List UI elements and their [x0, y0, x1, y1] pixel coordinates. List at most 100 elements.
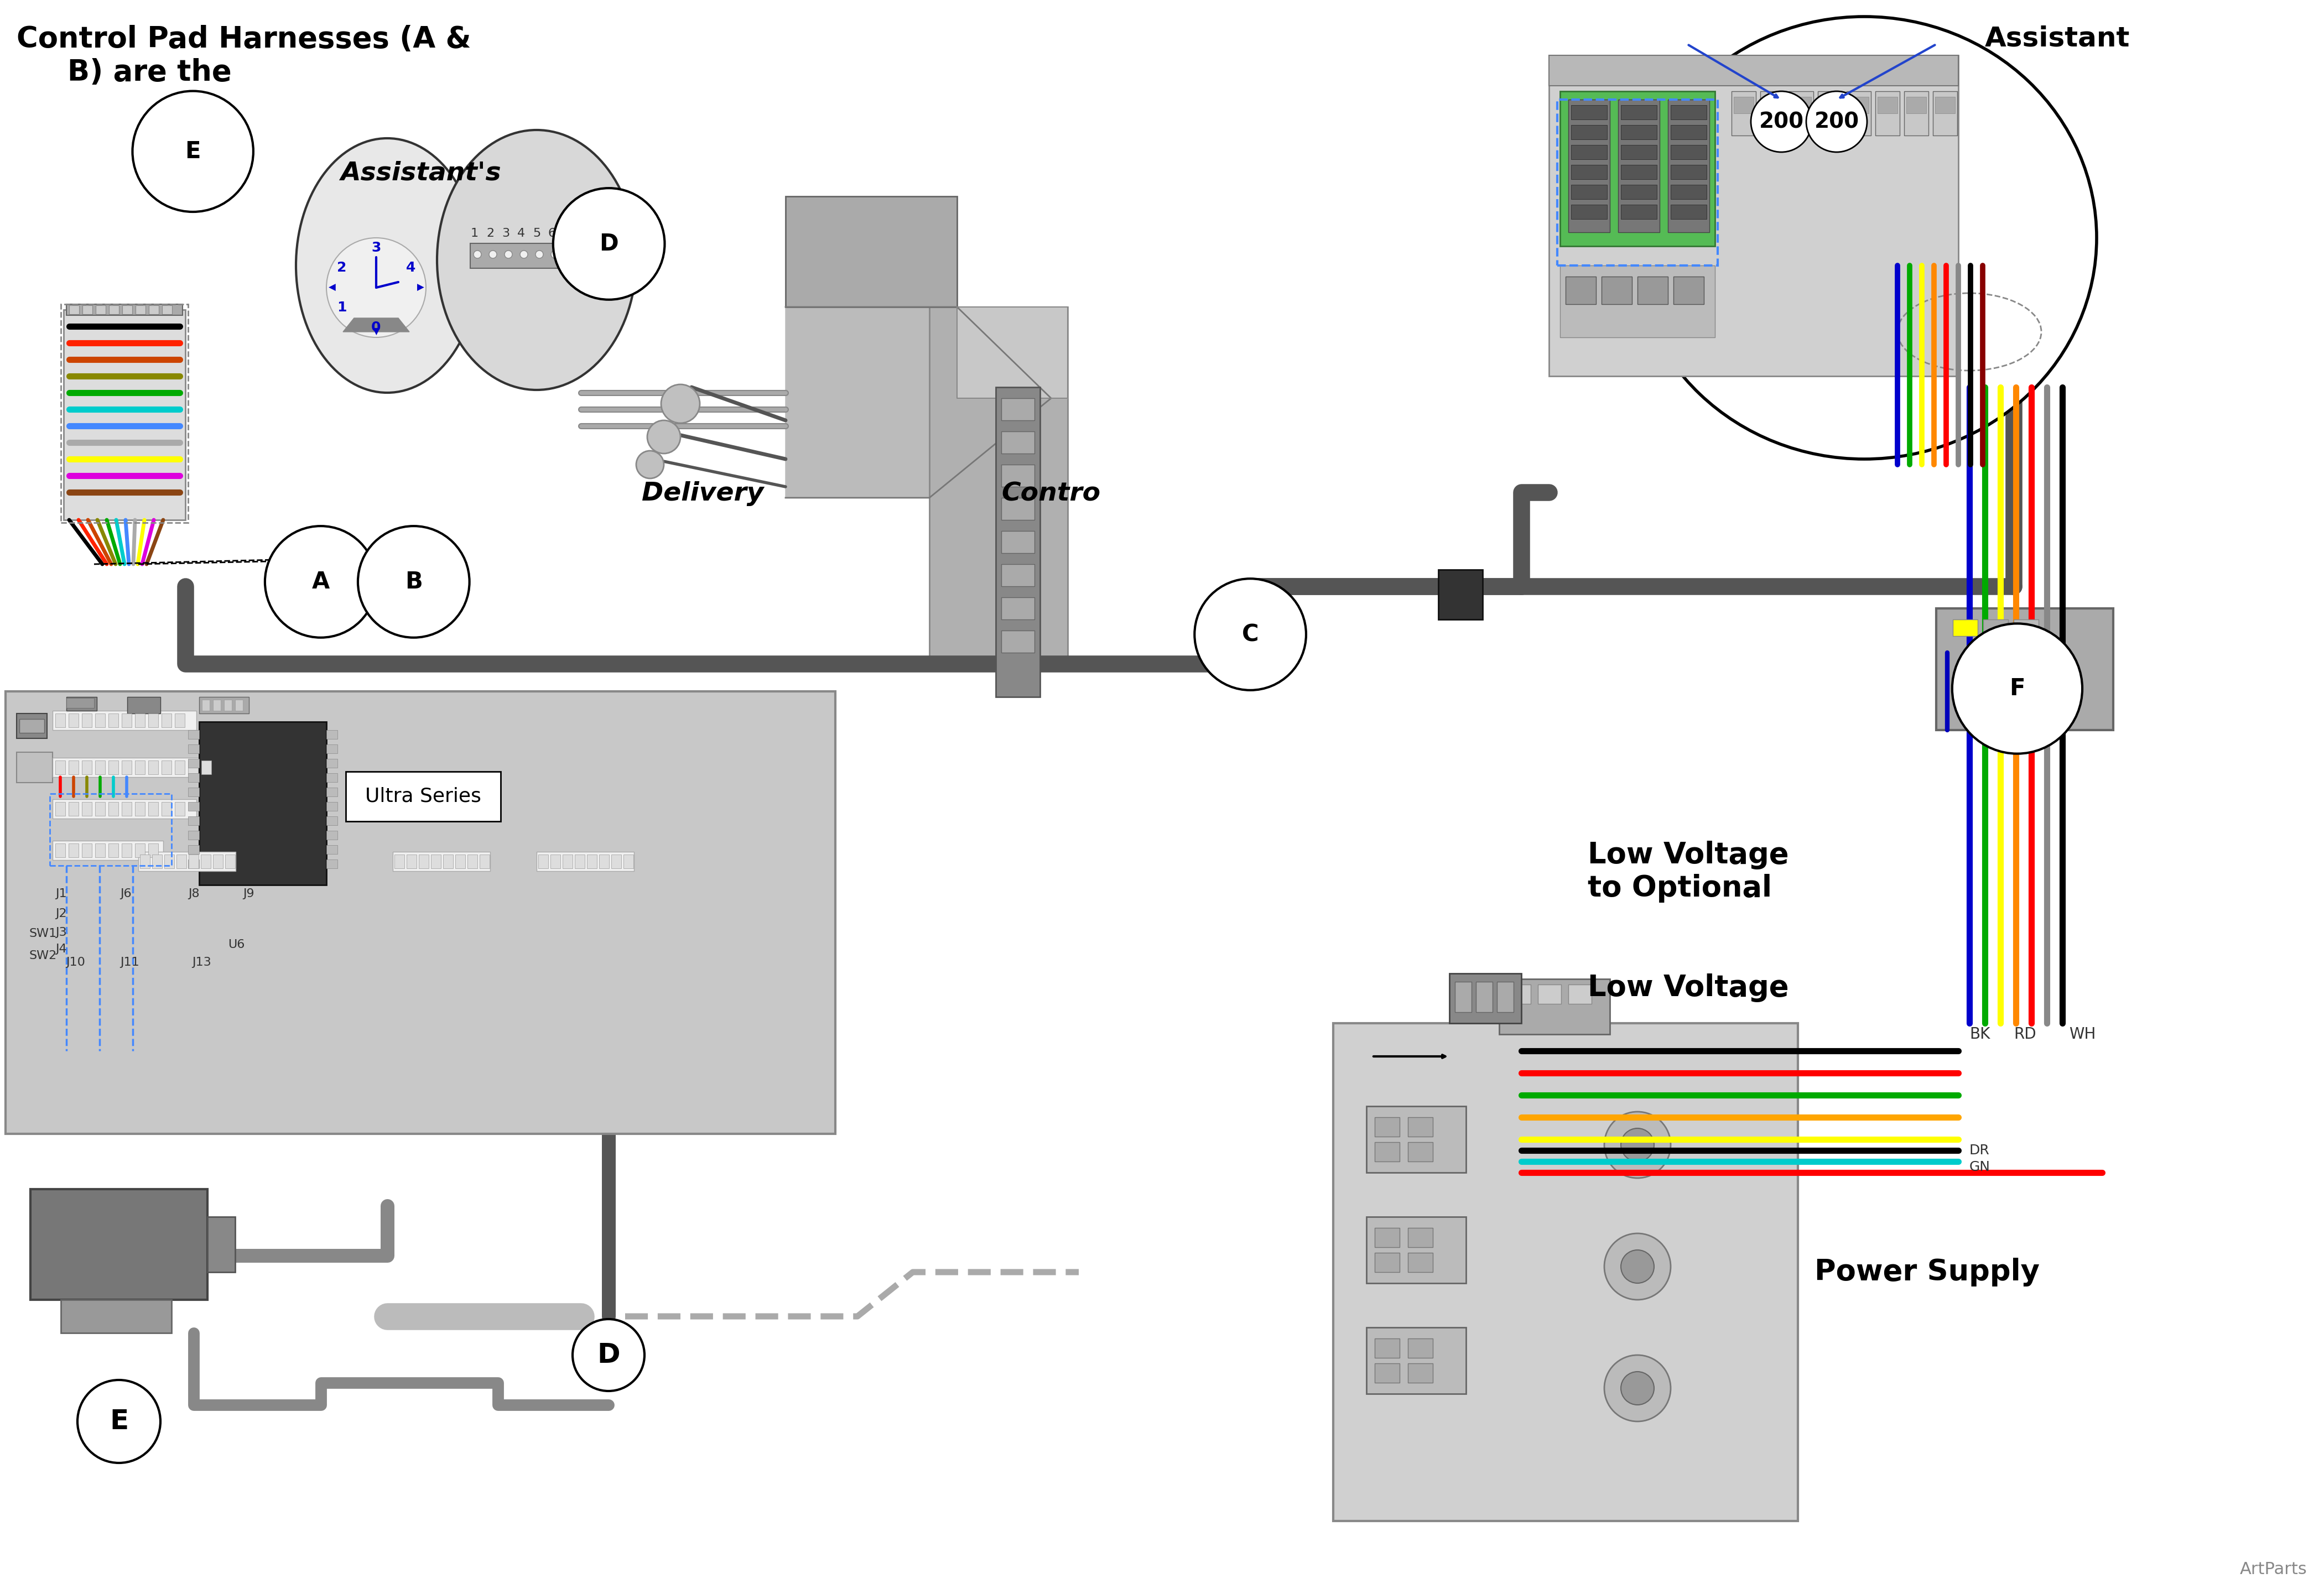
Bar: [430, 854, 442, 869]
Bar: [174, 714, 186, 727]
Bar: [1571, 105, 1608, 120]
Bar: [202, 700, 209, 711]
Bar: [53, 757, 223, 778]
Text: 4: 4: [518, 228, 525, 239]
Text: E: E: [186, 140, 200, 163]
Polygon shape: [786, 308, 1050, 497]
Bar: [1875, 91, 1899, 135]
Circle shape: [1620, 1129, 1655, 1162]
Bar: [1450, 974, 1522, 1023]
Bar: [1569, 99, 1611, 233]
Bar: [1673, 276, 1703, 304]
Text: J10: J10: [65, 956, 86, 968]
Bar: [456, 854, 465, 869]
Circle shape: [581, 250, 590, 258]
Bar: [174, 802, 186, 816]
Circle shape: [1620, 1372, 1655, 1404]
Text: 1: 1: [337, 301, 346, 314]
Bar: [1002, 464, 1034, 486]
Bar: [81, 714, 93, 727]
Circle shape: [367, 553, 428, 614]
Circle shape: [290, 553, 351, 614]
Text: Assistant: Assistant: [1985, 26, 2129, 51]
Bar: [109, 843, 119, 858]
Bar: [1571, 185, 1608, 199]
Bar: [1620, 105, 1657, 120]
Bar: [325, 787, 337, 797]
Bar: [325, 816, 337, 826]
Bar: [200, 854, 211, 869]
Bar: [551, 854, 560, 869]
Bar: [1638, 276, 1669, 304]
Bar: [70, 714, 79, 727]
Bar: [467, 854, 476, 869]
Text: B: B: [390, 572, 407, 595]
Bar: [479, 854, 490, 869]
Text: 7: 7: [565, 228, 572, 239]
Text: ◀: ◀: [328, 282, 335, 293]
Bar: [1376, 1117, 1399, 1137]
Circle shape: [358, 526, 469, 638]
Bar: [67, 304, 184, 316]
Text: 3: 3: [502, 228, 509, 239]
Bar: [574, 854, 586, 869]
Bar: [1566, 276, 1597, 304]
Text: GN: GN: [1968, 1160, 1989, 1173]
Bar: [325, 730, 337, 740]
Bar: [121, 760, 132, 775]
Bar: [325, 830, 337, 840]
Text: 1: 1: [472, 228, 479, 239]
Bar: [1002, 398, 1034, 421]
Text: E: E: [109, 1408, 128, 1435]
Text: J6: J6: [121, 888, 132, 899]
Text: 6: 6: [548, 228, 555, 239]
Bar: [135, 843, 144, 858]
Text: SW2: SW2: [28, 950, 56, 961]
Bar: [139, 854, 151, 869]
Bar: [109, 306, 119, 314]
Text: Low Voltage: Low Voltage: [1587, 974, 1789, 1003]
Bar: [56, 714, 65, 727]
Circle shape: [77, 1380, 160, 1463]
Circle shape: [1604, 1111, 1671, 1178]
Bar: [123, 306, 132, 314]
Bar: [395, 854, 404, 869]
Bar: [70, 802, 79, 816]
Bar: [95, 306, 105, 314]
Circle shape: [551, 250, 558, 258]
Bar: [1936, 609, 2113, 730]
Bar: [1571, 164, 1608, 179]
Bar: [214, 700, 221, 711]
Bar: [1620, 164, 1657, 179]
Bar: [1550, 56, 1959, 376]
Text: RD: RD: [2013, 1027, 2036, 1042]
Bar: [1508, 985, 1532, 1004]
Bar: [135, 760, 144, 775]
Text: B: B: [404, 571, 423, 593]
Text: BK: BK: [1968, 1027, 1989, 1042]
Circle shape: [1195, 579, 1306, 690]
Bar: [1408, 1117, 1434, 1137]
Bar: [214, 854, 223, 869]
Text: A: A: [311, 571, 330, 593]
Bar: [1848, 91, 1871, 135]
Circle shape: [660, 384, 700, 422]
Bar: [53, 711, 198, 730]
Text: 4: 4: [407, 261, 416, 274]
Bar: [1759, 91, 1785, 135]
Bar: [1571, 204, 1608, 218]
Circle shape: [1952, 623, 2082, 754]
Bar: [109, 760, 119, 775]
Bar: [109, 714, 119, 727]
Bar: [16, 714, 46, 738]
Bar: [30, 1189, 207, 1299]
Text: Ultra Series: Ultra Series: [365, 787, 481, 807]
Bar: [63, 309, 186, 520]
Bar: [70, 760, 79, 775]
Bar: [1618, 99, 1659, 233]
Bar: [139, 851, 235, 870]
Text: WH: WH: [2068, 1027, 2096, 1042]
Bar: [1376, 1363, 1399, 1382]
Bar: [95, 714, 105, 727]
Bar: [1906, 97, 1927, 113]
